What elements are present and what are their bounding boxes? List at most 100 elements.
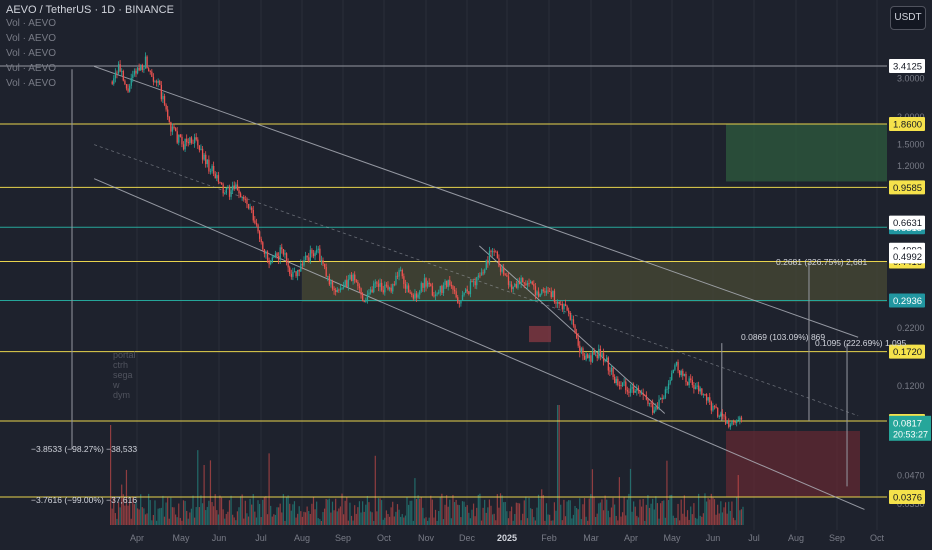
volume-bar	[534, 520, 536, 525]
volume-bar	[453, 502, 456, 525]
volume-bar	[227, 511, 229, 525]
candle	[136, 67, 139, 74]
volume-bar	[617, 520, 619, 525]
candle	[333, 288, 335, 291]
candle	[274, 253, 277, 257]
candle	[588, 355, 590, 359]
volume-bar	[501, 495, 503, 525]
volume-bar	[417, 495, 419, 525]
candle	[119, 64, 121, 72]
volume-bar	[381, 500, 383, 525]
volume-bar	[602, 510, 605, 525]
volume-bar	[667, 500, 670, 525]
candle	[217, 175, 220, 182]
candle	[430, 284, 432, 287]
volume-bar	[484, 499, 486, 525]
candle	[491, 251, 494, 253]
volume-bar	[414, 478, 416, 525]
volume-bar	[713, 499, 716, 525]
candle	[284, 253, 286, 255]
volume-bar	[696, 518, 698, 525]
volume-bar	[192, 495, 194, 525]
volume-bar	[561, 520, 563, 525]
volume-bar	[460, 517, 462, 525]
volume-bar	[533, 517, 535, 525]
volume-bar	[571, 518, 573, 525]
volume-bar	[127, 505, 129, 525]
volume-bar	[553, 502, 555, 525]
candle	[653, 410, 655, 413]
candle	[323, 263, 326, 268]
volume-bar	[187, 518, 189, 525]
candle	[601, 353, 603, 357]
candle	[387, 285, 389, 290]
volume-bar	[122, 494, 124, 525]
y-tick-label: 0.2200	[897, 323, 925, 333]
candle	[258, 231, 261, 239]
candle	[312, 253, 315, 257]
candle	[124, 80, 126, 85]
candle	[652, 403, 654, 413]
volume-bar	[396, 504, 399, 525]
volume-bar	[133, 504, 135, 525]
candle	[246, 199, 248, 205]
candle	[162, 95, 164, 100]
volume-bar	[656, 503, 659, 525]
candle	[160, 85, 163, 100]
candle	[241, 196, 243, 198]
volume-bar	[461, 501, 464, 525]
candle	[539, 293, 541, 297]
candle	[251, 207, 253, 210]
volume-bar	[729, 510, 731, 525]
candle	[620, 385, 622, 386]
volume-bar	[498, 507, 500, 525]
candle	[645, 395, 648, 400]
volume-bar	[349, 502, 351, 525]
volume-bar	[683, 495, 685, 525]
candle	[685, 373, 687, 383]
volume-bar	[607, 510, 609, 525]
candle	[298, 269, 300, 272]
volume-bar	[284, 520, 286, 525]
volume-bar	[736, 496, 738, 525]
candle	[699, 388, 701, 392]
volume-bar	[148, 493, 150, 525]
volume-bar	[301, 516, 303, 525]
volume-bar	[217, 514, 219, 525]
volume-bar	[574, 505, 576, 525]
candle	[637, 387, 640, 391]
volume-bar	[304, 512, 307, 525]
volume-bar	[328, 498, 330, 525]
volume-bar	[639, 499, 641, 525]
volume-bar	[135, 502, 137, 525]
volume-bar	[354, 505, 356, 525]
candle	[736, 420, 738, 423]
candle	[691, 380, 693, 386]
candle	[655, 406, 657, 411]
volume-bar	[149, 500, 151, 525]
candle	[712, 406, 714, 411]
candle	[201, 148, 204, 160]
volume-bar	[482, 507, 484, 525]
candle	[450, 285, 453, 287]
volume-bar	[541, 489, 543, 525]
candle	[541, 289, 543, 294]
x-tick-label: May	[172, 533, 190, 543]
volume-bar	[446, 495, 448, 525]
volume-bar	[257, 500, 259, 525]
volume-bar	[509, 511, 511, 525]
volume-bar	[515, 502, 517, 525]
volume-bar	[322, 512, 324, 525]
volume-bar	[136, 508, 139, 525]
volume-bar	[525, 496, 527, 525]
candle	[591, 351, 594, 362]
volume-bar	[537, 494, 540, 525]
currency-button[interactable]: USDT	[890, 6, 926, 30]
volume-bar	[300, 511, 302, 525]
candle	[534, 286, 537, 295]
candle	[659, 397, 662, 400]
volume-bar	[655, 496, 657, 525]
volume-bar	[471, 509, 473, 525]
volume-bar	[268, 453, 270, 525]
